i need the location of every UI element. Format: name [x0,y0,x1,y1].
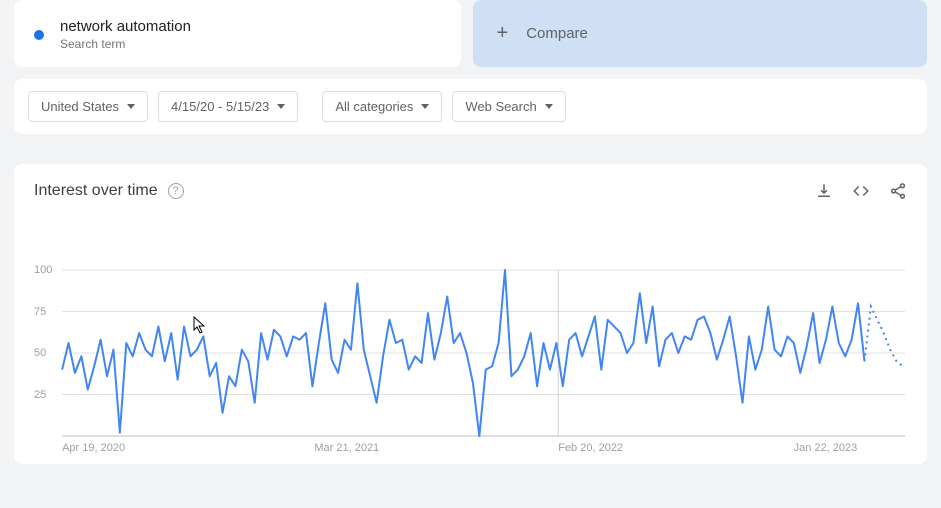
daterange-filter[interactable]: 4/15/20 - 5/15/23 [158,91,298,122]
chart-title-wrap: Interest over time ? [34,182,184,200]
help-icon[interactable]: ? [168,183,184,199]
chevron-down-icon [127,104,135,109]
share-icon[interactable] [889,182,907,200]
plus-icon: + [497,22,509,45]
line-chart-svg [34,264,907,454]
x-axis-tick: Mar 21, 2021 [314,442,379,454]
chevron-down-icon [545,104,553,109]
region-filter-label: United States [41,99,119,114]
compare-label: Compare [526,25,588,42]
interest-chart-card: Interest over time ? 25 50 75 100 Apr 19, 2… [14,164,927,464]
y-axis-tick: 100 [34,264,52,276]
chevron-down-icon [421,104,429,109]
region-filter[interactable]: United States [28,91,148,122]
category-filter[interactable]: All categories [322,91,442,122]
mouse-cursor-icon [193,316,207,334]
term-label: network automation [60,18,191,35]
filters-bar: United States 4/15/20 - 5/15/23 All cate… [14,79,927,134]
searchtype-filter[interactable]: Web Search [452,91,565,122]
term-text-wrap: network automation Search term [60,18,191,51]
y-axis-tick: 25 [34,389,46,401]
chart-actions [815,182,907,200]
term-sublabel: Search term [60,37,191,51]
compare-card[interactable]: + Compare [473,0,928,67]
search-term-card[interactable]: network automation Search term [14,0,461,67]
x-axis-tick: Feb 20, 2022 [558,442,623,454]
y-axis-tick: 75 [34,306,46,318]
category-filter-label: All categories [335,99,413,114]
chart-title: Interest over time [34,182,158,200]
x-axis-tick: Apr 19, 2020 [62,442,125,454]
chart-header: Interest over time ? [34,182,907,200]
searchtype-filter-label: Web Search [465,99,536,114]
download-icon[interactable] [815,182,833,200]
y-axis-tick: 50 [34,347,46,359]
x-axis-tick: Jan 22, 2023 [794,442,858,454]
term-color-dot [34,30,44,40]
embed-icon[interactable] [851,182,871,200]
chart-plot-area: 25 50 75 100 Apr 19, 2020 Mar 21, 2021 Feb 20… [34,264,907,454]
chevron-down-icon [277,104,285,109]
daterange-filter-label: 4/15/20 - 5/15/23 [171,99,269,114]
